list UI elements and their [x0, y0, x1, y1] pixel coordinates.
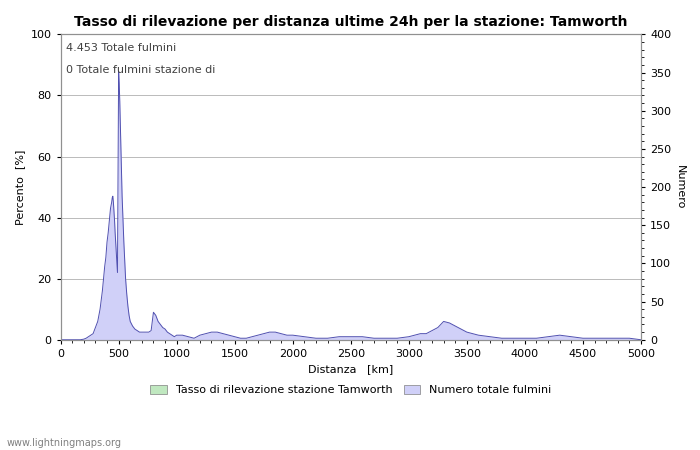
Legend: Tasso di rilevazione stazione Tamworth, Numero totale fulmini: Tasso di rilevazione stazione Tamworth, …: [150, 384, 552, 395]
Text: 4.453 Totale fulmini: 4.453 Totale fulmini: [66, 44, 176, 54]
Y-axis label: Percento  [%]: Percento [%]: [15, 149, 25, 225]
X-axis label: Distanza   [km]: Distanza [km]: [308, 364, 393, 374]
Title: Tasso di rilevazione per distanza ultime 24h per la stazione: Tamworth: Tasso di rilevazione per distanza ultime…: [74, 15, 627, 29]
Text: www.lightningmaps.org: www.lightningmaps.org: [7, 438, 122, 448]
Text: 0 Totale fulmini stazione di: 0 Totale fulmini stazione di: [66, 65, 216, 75]
Y-axis label: Numero: Numero: [675, 165, 685, 209]
